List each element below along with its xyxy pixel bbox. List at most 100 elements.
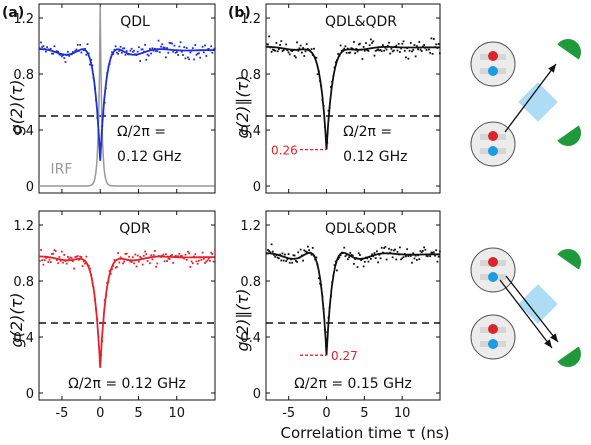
quantum-dot-icon — [470, 121, 516, 167]
data-point — [48, 258, 51, 261]
data-point — [435, 43, 438, 46]
data-point — [377, 48, 380, 51]
data-point — [288, 261, 291, 264]
data-point — [131, 50, 134, 53]
data-point — [383, 247, 386, 249]
data-point — [175, 51, 178, 53]
min-value-label: 0.26 — [271, 144, 298, 158]
data-point — [338, 256, 341, 259]
data-point — [363, 49, 366, 52]
data-point — [117, 252, 120, 254]
data-point — [402, 40, 405, 43]
data-point — [152, 49, 155, 52]
data-point — [89, 63, 91, 66]
data-point — [142, 254, 145, 257]
data-point — [396, 250, 399, 253]
data-point — [419, 48, 422, 51]
data-point — [365, 42, 367, 44]
data-point — [361, 58, 364, 60]
data-point — [382, 44, 384, 47]
data-point — [155, 265, 157, 268]
data-point — [200, 259, 203, 261]
data-point — [305, 251, 308, 253]
data-point — [160, 45, 162, 48]
fit-curve — [39, 255, 215, 368]
data-point — [49, 47, 52, 50]
data-point — [75, 48, 78, 51]
data-point — [53, 249, 56, 252]
irf-curve — [39, 6, 215, 187]
data-point — [281, 50, 284, 52]
ylabel-right-bottom-text: g(2)∥(τ) — [233, 289, 252, 352]
data-point — [350, 254, 353, 256]
data-point — [163, 260, 166, 263]
data-point — [424, 248, 427, 251]
data-point — [161, 43, 164, 46]
data-point — [202, 257, 205, 260]
data-point — [183, 257, 186, 260]
data-point — [111, 51, 113, 54]
data-point — [185, 258, 188, 261]
data-point — [340, 49, 343, 52]
data-point — [377, 261, 380, 264]
data-point — [303, 249, 306, 252]
data-point — [213, 47, 216, 50]
data-point — [74, 49, 77, 52]
data-point — [169, 42, 172, 45]
data-point — [369, 257, 372, 260]
data-point — [82, 260, 85, 263]
data-point — [339, 44, 342, 47]
data-point — [153, 250, 156, 252]
data-point — [284, 253, 286, 256]
data-point — [128, 255, 131, 258]
data-point — [167, 51, 170, 54]
xtick-label: 0 — [96, 406, 104, 421]
data-point — [294, 56, 297, 59]
data-point — [113, 259, 116, 261]
data-point — [389, 52, 392, 55]
data-point — [307, 245, 309, 248]
ytick-label: 0 — [253, 387, 261, 402]
data-point — [280, 259, 283, 262]
data-point — [52, 52, 55, 55]
data-point — [41, 259, 44, 262]
data-point — [202, 51, 205, 54]
data-point — [80, 51, 83, 54]
data-point — [81, 265, 84, 268]
rabi-annotation: Ω/2π = — [117, 124, 166, 140]
data-point — [179, 255, 182, 258]
data-point — [86, 43, 89, 46]
data-point — [135, 265, 138, 268]
data-point — [383, 49, 386, 52]
data-point — [207, 47, 210, 50]
data-point — [54, 250, 57, 253]
panel-label-b: (b) — [228, 5, 251, 21]
panel-title: QDL&QDR — [325, 14, 397, 30]
data-point — [151, 47, 154, 50]
data-point — [129, 260, 132, 263]
data-point — [114, 45, 117, 48]
xtick-label: -5 — [282, 406, 295, 421]
data-point — [363, 260, 366, 263]
data-point — [149, 262, 151, 265]
data-point — [367, 260, 370, 263]
ytick-label: 1.2 — [13, 219, 34, 234]
data-point — [437, 43, 440, 45]
data-point — [129, 49, 132, 52]
ytick-label: 0.8 — [13, 68, 34, 83]
data-point — [57, 262, 60, 265]
data-point — [408, 49, 411, 52]
data-point — [274, 49, 277, 52]
data-point — [204, 44, 206, 47]
data-point — [195, 53, 198, 56]
data-point — [69, 256, 72, 259]
data-point — [379, 49, 382, 51]
data-point — [115, 266, 118, 268]
data-point — [140, 257, 143, 260]
ytick-label: 1.2 — [240, 219, 261, 234]
data-point — [141, 263, 144, 266]
fit-curve — [266, 46, 440, 150]
data-point — [174, 51, 177, 54]
data-point — [431, 251, 434, 254]
data-point — [360, 259, 363, 262]
